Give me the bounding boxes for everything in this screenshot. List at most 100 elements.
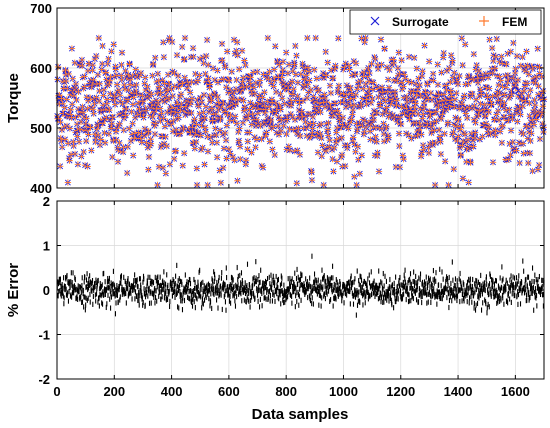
error-x-axis-title: Data samples (252, 406, 349, 423)
torque-point (304, 64, 312, 71)
torque-point (421, 42, 428, 49)
torque-point (313, 75, 321, 82)
torque-point (372, 133, 379, 140)
torque-point (272, 88, 280, 96)
torque-point (160, 39, 167, 46)
torque-point (118, 49, 126, 56)
torque-point (503, 61, 510, 68)
error-x-tick-label: 600 (218, 384, 240, 399)
torque-point (536, 63, 543, 71)
torque-point (200, 109, 207, 116)
torque-point (82, 120, 90, 128)
torque-point (499, 122, 506, 129)
torque-point (378, 61, 385, 68)
torque-point (456, 72, 463, 80)
torque-point (105, 130, 113, 138)
torque-point (264, 34, 272, 42)
torque-point (362, 34, 369, 42)
torque-point (385, 134, 392, 141)
torque-point (421, 103, 428, 111)
legend-label-surrogate: Surrogate (392, 15, 449, 29)
torque-point (358, 102, 365, 110)
torque-point (266, 103, 273, 110)
torque-point (454, 80, 462, 88)
torque-point (353, 181, 360, 189)
torque-point (83, 137, 90, 145)
torque-point (285, 61, 293, 68)
torque-point (200, 59, 207, 67)
torque-point (58, 95, 65, 102)
torque-point (506, 106, 513, 113)
torque-point (347, 84, 354, 91)
torque-point (284, 116, 291, 123)
torque-point (281, 100, 288, 107)
torque-point (519, 140, 527, 147)
torque-point (217, 179, 225, 186)
torque-point (154, 70, 162, 77)
torque-point (356, 170, 363, 177)
torque-point (129, 120, 136, 127)
torque-point (365, 64, 372, 72)
torque-point (156, 105, 164, 112)
torque-point (191, 145, 198, 152)
torque-point (67, 106, 74, 113)
torque-point (222, 136, 230, 144)
torque-point (525, 92, 532, 100)
torque-point (519, 53, 526, 61)
torque-point (233, 47, 240, 55)
torque-point (145, 128, 152, 135)
torque-point (65, 70, 72, 78)
torque-point (242, 61, 249, 69)
torque-point (237, 156, 244, 163)
torque-point (445, 181, 452, 189)
torque-point (352, 91, 359, 98)
torque-point (168, 38, 176, 46)
torque-point (214, 93, 221, 101)
torque-point (436, 133, 444, 140)
torque-point (491, 65, 499, 72)
torque-point (225, 77, 233, 84)
torque-point (507, 127, 515, 134)
torque-point (437, 115, 445, 123)
torque-point (268, 99, 276, 106)
torque-point (534, 45, 541, 52)
torque-point (459, 61, 466, 69)
torque-point (456, 105, 463, 112)
torque-point (431, 181, 439, 189)
torque-point (233, 39, 241, 46)
torque-point (304, 34, 311, 42)
torque-point (464, 114, 471, 122)
torque-point (90, 110, 97, 117)
torque-point (488, 101, 495, 108)
torque-point (459, 175, 467, 182)
torque-point (418, 72, 426, 80)
torque-point (200, 91, 208, 99)
torque-point (498, 53, 505, 60)
torque-point (274, 122, 282, 130)
torque-point (498, 139, 506, 147)
torque-point (331, 144, 338, 151)
torque-point (514, 76, 522, 84)
torque-point (233, 120, 241, 127)
torque-point (400, 155, 407, 163)
torque-point (122, 112, 129, 119)
torque-point (455, 115, 462, 123)
torque-point (235, 128, 242, 136)
torque-point (195, 103, 203, 110)
torque-point (242, 157, 250, 164)
torque-point (140, 114, 147, 121)
torque-point (430, 77, 437, 84)
torque-point (501, 91, 508, 98)
torque-point (263, 129, 270, 136)
torque-point (213, 131, 220, 139)
torque-point (339, 114, 347, 122)
torque-point (415, 110, 422, 118)
torque-point (202, 103, 210, 110)
torque-point (434, 81, 442, 88)
torque-point (317, 120, 325, 128)
torque-point (166, 161, 174, 168)
torque-point (74, 161, 82, 168)
torque-point (366, 69, 373, 77)
torque-point (517, 111, 524, 118)
torque-point (492, 53, 500, 60)
